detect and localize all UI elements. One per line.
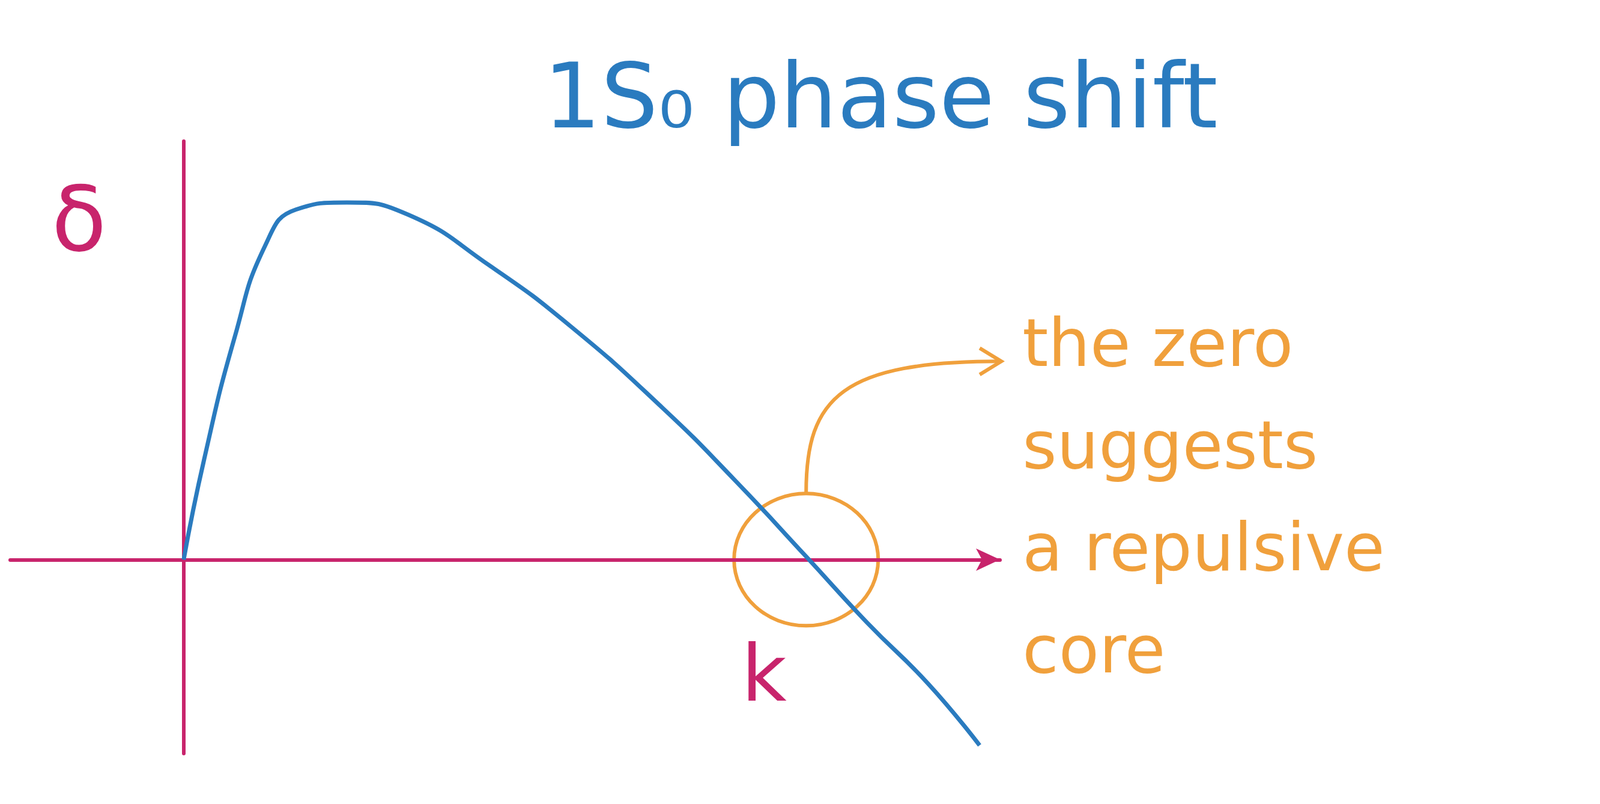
svg-text:a repulsive: a repulsive: [1022, 508, 1385, 586]
svg-text:suggests: suggests: [1022, 406, 1318, 484]
svg-text:1S₀ phase shift: 1S₀ phase shift: [543, 43, 1219, 149]
svg-text:core: core: [1022, 610, 1166, 688]
svg-text:δ: δ: [51, 166, 107, 272]
svg-text:k: k: [741, 627, 787, 719]
svg-text:the zero: the zero: [1022, 304, 1294, 382]
